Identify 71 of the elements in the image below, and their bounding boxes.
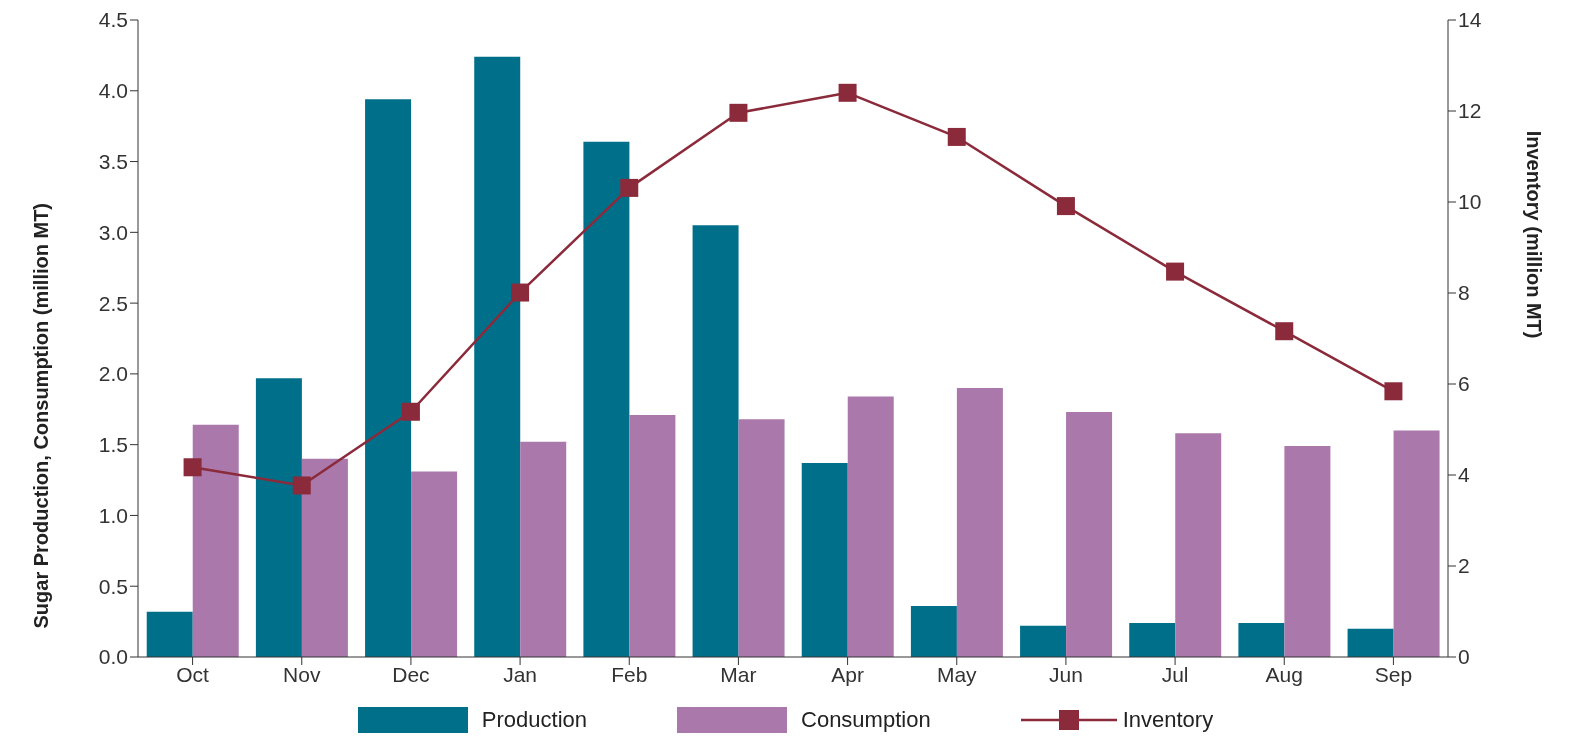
bar — [301, 458, 348, 657]
y-tick-label: 2.0 — [98, 362, 128, 386]
bar — [520, 441, 567, 657]
point — [947, 127, 966, 146]
point — [1275, 322, 1294, 341]
x-tick-label: May — [936, 662, 978, 686]
point — [729, 103, 748, 122]
y-tick-label: 0.5 — [98, 574, 128, 598]
y-tick-label: 0.0 — [98, 645, 128, 669]
x-tick-label: Jul — [1161, 662, 1189, 686]
bar — [847, 396, 894, 657]
y2-tick-label: 4 — [1458, 463, 1470, 487]
legend-label: Inventory — [1122, 707, 1214, 733]
point — [292, 476, 311, 495]
bar — [692, 225, 739, 657]
bar — [411, 471, 458, 657]
x-tick-label: Dec — [392, 662, 430, 686]
bar — [1066, 412, 1113, 657]
x-tick-label: Jan — [503, 662, 538, 686]
legend-label: Production — [481, 707, 588, 733]
y-tick-label: 4.5 — [98, 8, 128, 32]
bar — [583, 141, 630, 657]
bar — [910, 606, 957, 657]
bar — [1129, 623, 1176, 657]
point — [620, 178, 639, 197]
y2-tick-label: 10 — [1458, 190, 1482, 214]
y2-tick-label: 12 — [1458, 99, 1482, 123]
x-tick-label: Oct — [176, 662, 210, 686]
x-tick-label: Sep — [1374, 662, 1413, 686]
point — [838, 83, 857, 102]
point — [511, 283, 530, 302]
bar — [1175, 433, 1222, 657]
y-tick-label: 3.5 — [98, 150, 128, 174]
point — [401, 402, 420, 421]
bar — [1020, 625, 1067, 657]
y-tick-label: 1.5 — [98, 433, 128, 457]
y2-tick-label: 2 — [1458, 554, 1470, 578]
bar — [255, 378, 302, 657]
bar — [1238, 623, 1285, 657]
bar — [474, 56, 521, 657]
bar — [365, 99, 412, 657]
bar — [192, 424, 239, 657]
y2-tick-label: 0 — [1458, 645, 1470, 669]
y-axis-title: Sugar Production, Consumption (million MT) — [30, 202, 53, 629]
point — [1384, 382, 1403, 401]
legend-label: Consumption — [801, 707, 931, 733]
y-tick-label: 3.0 — [98, 220, 128, 244]
x-tick-label: Mar — [720, 662, 757, 686]
x-tick-label: Feb — [611, 662, 648, 686]
bar — [1393, 430, 1440, 657]
bar — [1347, 628, 1394, 657]
bar — [146, 611, 193, 657]
point — [183, 458, 202, 477]
bar — [1284, 446, 1331, 657]
point — [1166, 262, 1185, 281]
y2-axis-title: Inventory (million MT) — [1522, 130, 1545, 339]
point — [1056, 197, 1075, 216]
x-tick-label: Nov — [283, 662, 321, 686]
y2-tick-label: 8 — [1458, 281, 1470, 305]
x-tick-label: Jun — [1048, 662, 1083, 686]
x-tick-label: Aug — [1265, 662, 1303, 686]
bar — [738, 419, 785, 657]
bar — [956, 388, 1003, 657]
bar — [629, 414, 676, 657]
y-tick-label: 2.5 — [98, 291, 128, 315]
y2-tick-label: 14 — [1458, 8, 1482, 32]
y-tick-label: 1.0 — [98, 503, 128, 527]
y-tick-label: 4.0 — [98, 79, 128, 103]
y2-tick-label: 6 — [1458, 372, 1470, 396]
bar — [801, 463, 848, 657]
x-tick-label: Apr — [831, 662, 864, 686]
